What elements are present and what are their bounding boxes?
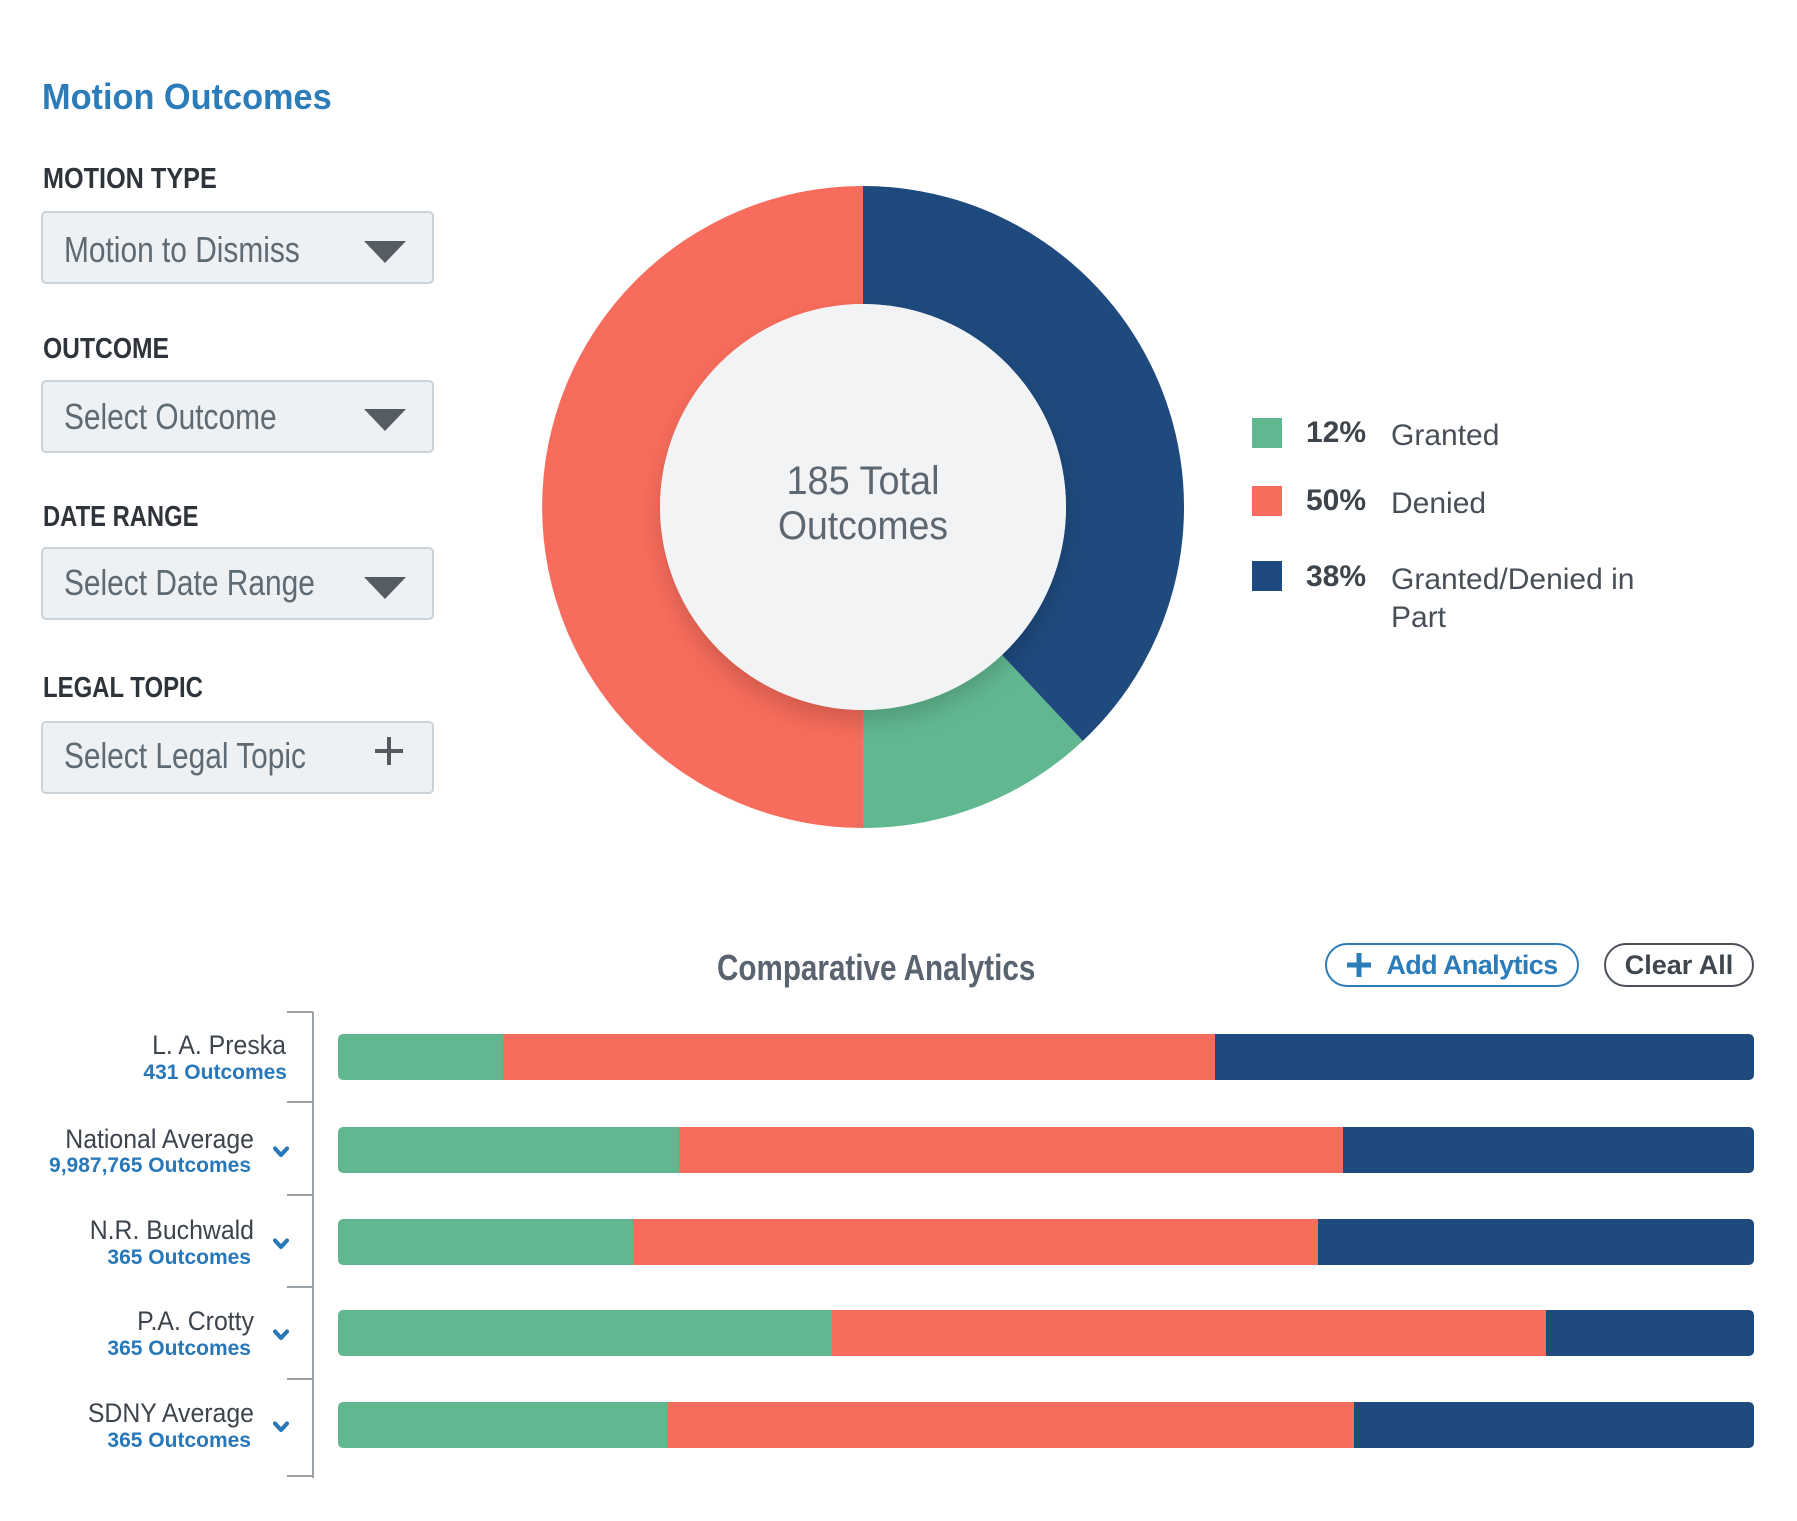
svg-text:Outcomes: Outcomes [778,504,948,548]
svg-text:185 Total: 185 Total [787,459,940,503]
